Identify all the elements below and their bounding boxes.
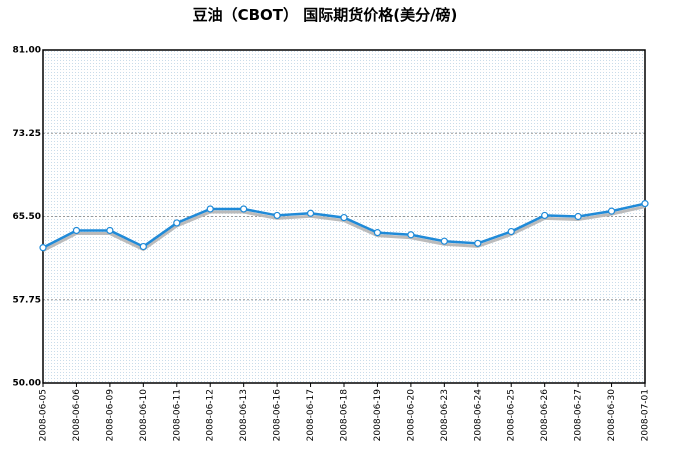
point [340, 213, 348, 222]
point [173, 219, 181, 227]
x-tick-label: 2008-06-05 [39, 389, 49, 441]
point [373, 229, 382, 237]
x-tick-label: 2008-06-25 [507, 389, 517, 441]
plot-border [42, 49, 646, 384]
x-tick-label: 2008-06-26 [540, 389, 550, 442]
x-tick-label: 2008-06-18 [340, 389, 350, 442]
point [206, 205, 214, 213]
x-tick-label: 2008-06-19 [373, 389, 383, 442]
x-tick-label: 2008-06-30 [607, 389, 617, 442]
point [240, 205, 248, 213]
point [139, 242, 147, 251]
point [474, 239, 482, 247]
point [407, 231, 415, 239]
y-tick-label: 81.00 [13, 46, 41, 56]
y-tick-label: 65.50 [13, 212, 41, 222]
y-tick-label: 50.00 [13, 379, 41, 389]
point [106, 226, 114, 235]
point [39, 244, 47, 252]
x-tick-label: 2008-06-13 [239, 389, 249, 441]
point [574, 212, 582, 221]
point [440, 237, 448, 245]
point [306, 209, 315, 217]
x-tick-label: 2008-06-24 [473, 389, 483, 442]
x-tick-label: 2008-06-23 [440, 389, 450, 441]
x-tick-label: 2008-06-12 [206, 389, 216, 441]
y-tick-label: 73.25 [13, 129, 41, 139]
x-tick-label: 2008-06-27 [574, 389, 584, 441]
point [607, 207, 616, 215]
x-tick-label: 2008-06-17 [306, 389, 316, 441]
x-tick-label: 2008-06-16 [273, 389, 283, 442]
y-tick-label: 57.75 [13, 295, 41, 305]
x-tick-label: 2008-06-06 [72, 389, 82, 442]
x-tick-label: 2008-06-11 [172, 389, 182, 441]
point [641, 200, 649, 208]
point [541, 211, 549, 220]
chart-title: 豆油（CBOT） 国际期货价格(美分/磅) [193, 6, 458, 24]
x-tick-label: 2008-06-10 [139, 389, 149, 442]
x-tick-label: 2008-07-01 [641, 389, 651, 441]
point [72, 226, 81, 235]
point [507, 227, 515, 236]
x-tick-label: 2008-06-09 [105, 389, 115, 442]
x-tick-label: 2008-06-20 [406, 389, 416, 442]
point [273, 211, 281, 220]
